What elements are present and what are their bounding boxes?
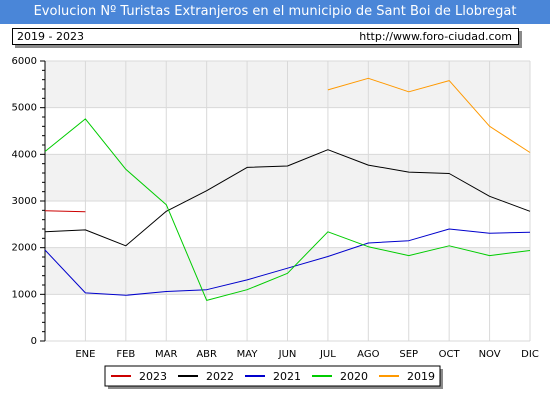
y-tick-label: 5000 [12, 103, 37, 114]
legend-label-2020: 2020 [340, 370, 368, 383]
grid-lines [45, 60, 531, 342]
series-lines [44, 77, 531, 301]
series-line-2019 [327, 77, 531, 153]
x-tick-label: JUN [278, 349, 297, 360]
legend-label-2022: 2022 [206, 370, 234, 383]
x-axis-ticks: ENE FEB MAR ABR MAY JUN JUL AGO SEP OCT NOV DIC [75, 349, 538, 360]
series-line-2020 [44, 118, 531, 301]
x-tick-label: ENE [75, 349, 95, 360]
x-tick-label: FEB [116, 349, 135, 360]
legend-label-2019: 2019 [407, 370, 435, 383]
series-line-2022 [44, 149, 531, 247]
info-box: 2019 - 2023 http://www.foro-ciudad.com [12, 28, 519, 45]
legend-label-2023: 2023 [139, 370, 167, 383]
source-url[interactable]: http://www.foro-ciudad.com [359, 30, 512, 43]
y-tick-label: 4000 [12, 149, 37, 160]
x-tick-label: NOV [479, 349, 501, 360]
legend-box [104, 365, 441, 387]
chart-title: Evolucion Nº Turistas Extranjeros en el … [0, 0, 550, 24]
x-tick-label: SEP [399, 349, 418, 360]
year-range: 2019 - 2023 [17, 30, 84, 43]
series-line-2021 [44, 228, 531, 296]
y-tick-label: 1000 [12, 289, 37, 300]
x-tick-label: DIC [521, 349, 539, 360]
x-tick-label: JUL [319, 349, 336, 360]
y-axis-ticks: 0 1000 2000 3000 4000 5000 6000 [12, 56, 37, 347]
x-tick-label: MAY [237, 349, 259, 360]
y-tick-label: 0 [31, 336, 37, 347]
legend-label-2021: 2021 [273, 370, 301, 383]
x-tick-label: ABR [196, 349, 217, 360]
y-tick-label: 2000 [12, 243, 37, 254]
series-line-2023 [44, 210, 86, 213]
y-tick-label: 3000 [12, 196, 37, 207]
y-tick-label: 6000 [12, 56, 37, 67]
axes [40, 60, 46, 342]
x-tick-label: AGO [357, 349, 379, 360]
x-tick-label: MAR [155, 349, 177, 360]
x-tick-label: OCT [439, 349, 461, 360]
legend: 2023 2022 2021 2020 2019 [104, 365, 443, 389]
